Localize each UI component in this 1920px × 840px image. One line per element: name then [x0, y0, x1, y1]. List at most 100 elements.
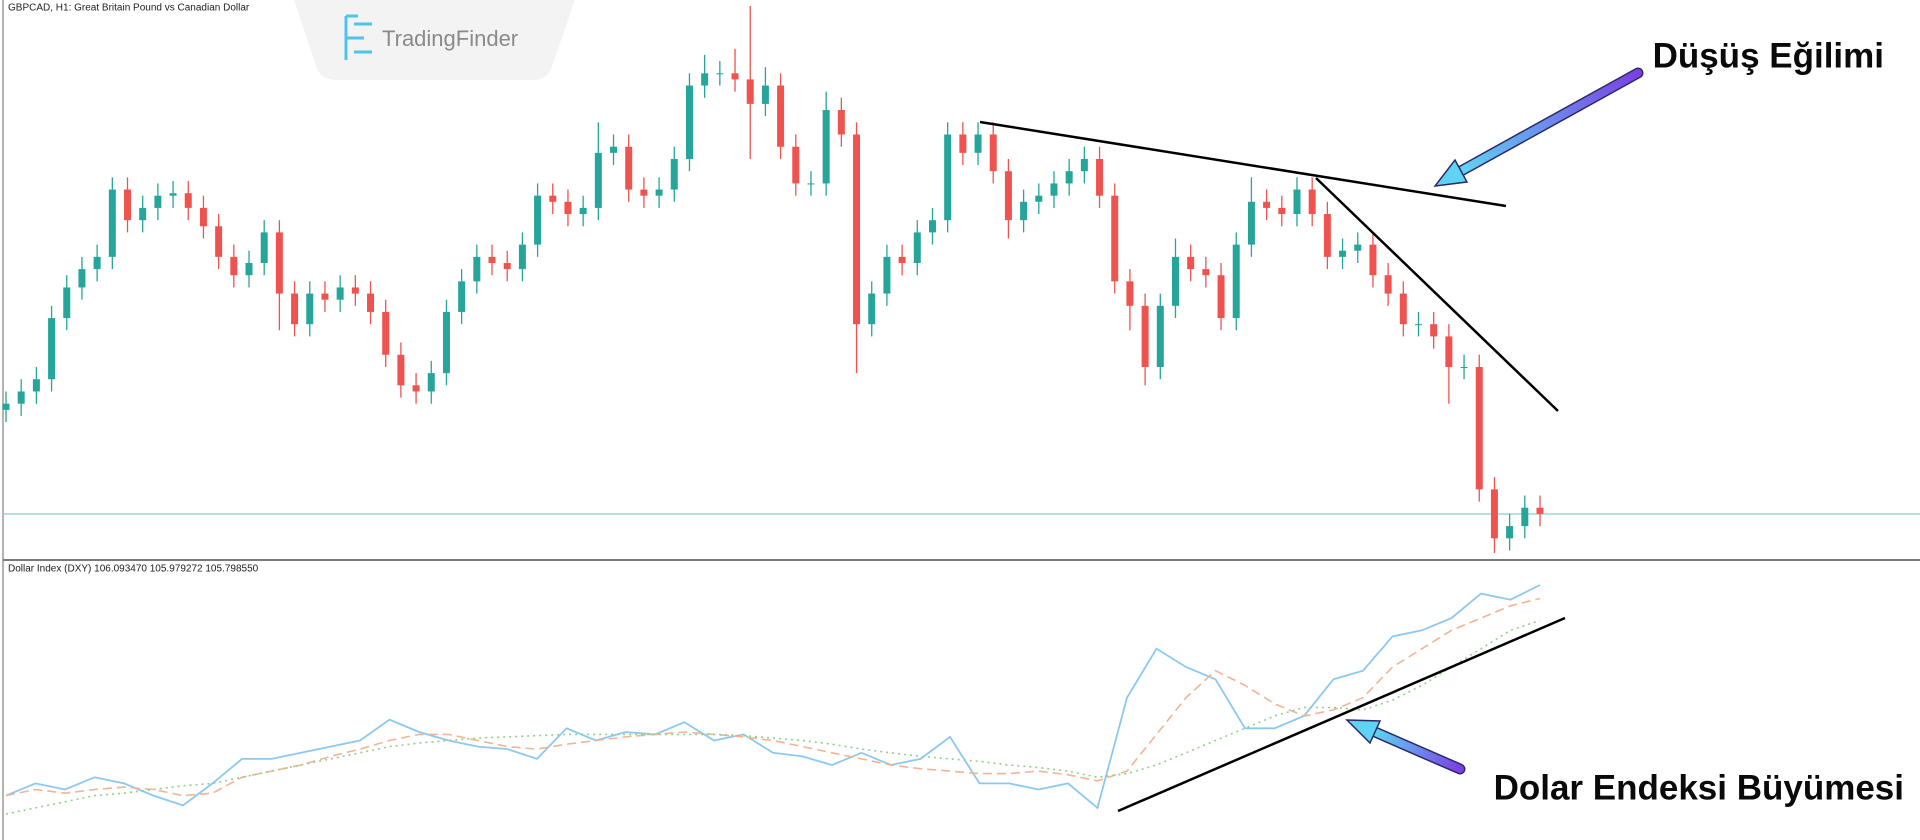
series-line [5, 619, 1541, 815]
candle-body [199, 207, 207, 227]
candle-body [868, 293, 876, 325]
candle-body [1293, 189, 1301, 215]
candle-body [1263, 201, 1271, 208]
candle-body [898, 256, 906, 263]
candle-body [1521, 507, 1529, 527]
candle-body [245, 262, 253, 276]
candle-body [1217, 275, 1225, 319]
candle-body [169, 193, 177, 196]
candle-body [351, 287, 359, 294]
candle-body [837, 110, 845, 135]
trend-line [979, 120, 1507, 208]
candle-body [1308, 189, 1316, 215]
candle-body [974, 134, 982, 153]
candle-body [1247, 201, 1255, 245]
candle-body [594, 152, 602, 208]
candle-body [1232, 244, 1240, 319]
logo-icon [344, 14, 372, 60]
candle-body [1020, 201, 1028, 221]
candle-body [275, 232, 283, 294]
candle-body [518, 244, 526, 270]
candle-body [1490, 489, 1498, 539]
candle-body [640, 189, 648, 196]
candle-body [1445, 336, 1453, 367]
candle-body [1187, 256, 1195, 270]
candle-body [397, 354, 405, 386]
candle-body [731, 73, 739, 80]
candle-body [777, 85, 785, 147]
candle-body [959, 134, 967, 153]
candle-body [78, 269, 86, 288]
logo-text: TradingFinder [382, 26, 518, 51]
candle-body [564, 201, 572, 215]
candle-body [670, 158, 678, 190]
candle-body [1384, 275, 1392, 294]
candle-body [913, 232, 921, 263]
candle-body [610, 146, 618, 153]
candle-body [291, 293, 299, 325]
candle-body [1323, 214, 1331, 257]
candle-body [1126, 281, 1134, 306]
candle-body [1354, 244, 1362, 251]
candle-body [367, 293, 375, 312]
candle-body [139, 207, 147, 221]
candle-body [1035, 195, 1043, 202]
candle-body [716, 73, 724, 75]
candle-body [488, 256, 496, 263]
candle-body [822, 110, 830, 184]
candle-body [93, 256, 101, 270]
candle-body [1202, 269, 1210, 276]
candle-body [883, 256, 891, 294]
candle-body [1475, 366, 1483, 490]
annotation: Dolar Endeksi Büyümesi [1494, 768, 1904, 807]
marks [2, 6, 1544, 815]
candle-body [382, 311, 390, 355]
candle-body [32, 379, 40, 392]
series-line [5, 584, 1541, 810]
indicator-title: Dollar Index (DXY) 106.093470 105.979272… [8, 564, 259, 575]
candle-body [1096, 158, 1104, 196]
candle-body [1536, 507, 1544, 514]
candle-body [1065, 171, 1073, 184]
candle-body [792, 146, 800, 184]
candle-body [534, 195, 542, 245]
candle-body [230, 256, 238, 276]
arrow [1433, 67, 1644, 187]
candle-body [48, 318, 56, 380]
candle-body [306, 293, 314, 325]
candle-body [154, 195, 162, 208]
candle-body [1111, 195, 1119, 282]
candle-body [458, 281, 466, 312]
candle-body [321, 293, 329, 300]
chart-title: GBPCAD, H1: Great Britain Pound vs Canad… [8, 3, 250, 14]
candle-body [2, 403, 10, 410]
arrow [1345, 719, 1466, 775]
candle-body [184, 193, 192, 208]
candle-body [989, 134, 997, 172]
candle-body [336, 287, 344, 300]
candle-body [108, 189, 116, 257]
candle-body [427, 373, 435, 392]
candle-body [655, 189, 663, 196]
candle-body [215, 226, 223, 257]
candle-body [579, 207, 587, 215]
candle-body [412, 385, 420, 392]
candle-body [1278, 207, 1286, 215]
candle-body [1171, 256, 1179, 306]
candle-body [549, 195, 557, 202]
candle-body [260, 232, 268, 263]
candle-body [1050, 183, 1058, 196]
candle-body [685, 85, 693, 159]
candle-body [853, 134, 861, 325]
candle-body [807, 183, 815, 185]
candle-body [1414, 324, 1422, 326]
candle-body [503, 262, 511, 270]
candle-body [63, 287, 71, 319]
candle-body [1156, 305, 1164, 367]
candle-body [1339, 250, 1347, 257]
logo-tab [294, 0, 575, 80]
candle-body [625, 146, 633, 190]
candle-body [944, 134, 952, 221]
